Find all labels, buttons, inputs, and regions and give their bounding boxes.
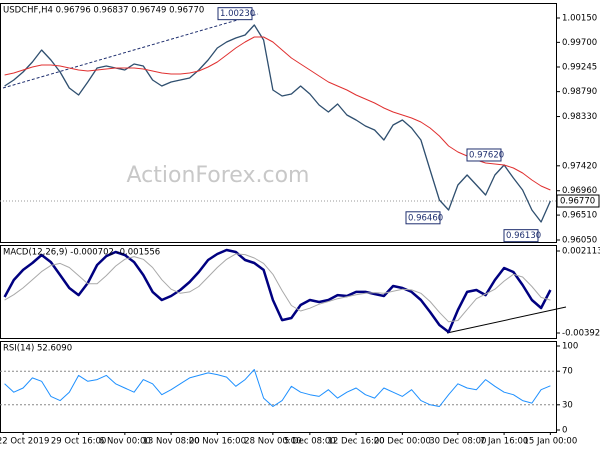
y-tick-label: 0.98790 xyxy=(562,87,597,97)
y-tick-label: 1.00150 xyxy=(562,13,597,23)
last-price-label: 0.96770 xyxy=(560,197,595,207)
panel-title: MACD(12,26,9) -0.000702 -0.001556 xyxy=(3,248,160,258)
x-tick-label: 5 Dec 08:00 xyxy=(284,437,336,447)
x-tick-label: 6 Nov 00:00 xyxy=(99,437,151,447)
y-tick-label: 0.99700 xyxy=(562,38,597,48)
panel-border xyxy=(0,341,557,433)
x-tick-label: 13 Nov 08:00 xyxy=(142,437,199,447)
panel-border xyxy=(0,3,557,243)
x-tick-label: 20 Dec 00:00 xyxy=(374,437,431,447)
y-tick-label: 70 xyxy=(562,367,573,377)
x-tick-label: 22 Oct 2019 xyxy=(0,437,49,447)
trend-line xyxy=(2,13,259,89)
last-price-box xyxy=(556,194,600,208)
annotation-box xyxy=(405,211,441,225)
y-tick-label: 0 xyxy=(562,426,567,436)
y-tick-label: 0.99245 xyxy=(562,62,597,72)
y-tick-label: 0.98330 xyxy=(562,112,597,122)
x-tick-label: 20 Nov 16:00 xyxy=(189,437,246,447)
y-tick-label: 0.97420 xyxy=(562,161,597,171)
trend-line xyxy=(446,306,567,334)
x-tick-label: 28 Nov 00:00 xyxy=(244,437,301,447)
y-tick-label: -0.003922 xyxy=(562,329,600,339)
y-tick-label: 0.96510 xyxy=(562,211,597,221)
x-tick-label: 12 Dec 16:00 xyxy=(328,437,385,447)
x-tick-label: 30 Dec 08:00 xyxy=(429,437,486,447)
panel-title: RSI(14) 52.6090 xyxy=(3,344,72,354)
annotation-box xyxy=(466,148,502,162)
series-line xyxy=(4,369,551,407)
y-tick-label: 0.96960 xyxy=(562,186,597,196)
series-line xyxy=(4,24,551,223)
series-line xyxy=(3,248,552,334)
y-tick-label: 30 xyxy=(562,400,573,410)
annotation-box xyxy=(503,229,539,243)
x-tick-label: 29 Oct 16:00 xyxy=(51,437,106,447)
annotation-box xyxy=(217,7,253,21)
annotation-label: 1.00230 xyxy=(220,9,255,19)
series-line xyxy=(4,36,551,191)
x-tick-label: 7 Jan 16:00 xyxy=(480,437,528,447)
annotation-label: 0.97620 xyxy=(469,150,504,160)
y-tick-label: 100 xyxy=(562,342,578,352)
annotation-label: 0.96460 xyxy=(408,213,443,223)
y-tick-label: 0.002113 xyxy=(562,247,600,257)
y-tick-label: 0.96050 xyxy=(562,235,597,245)
panel-title: USDCHF,H4 0.96796 0.96837 0.96749 0.9677… xyxy=(3,6,204,16)
x-tick-label: 15 Jan 00:00 xyxy=(523,437,577,447)
panel-border xyxy=(0,245,557,339)
annotation-label: 0.96130 xyxy=(506,231,541,241)
series-line xyxy=(4,253,551,323)
watermark: ActionForex.com xyxy=(127,163,310,188)
